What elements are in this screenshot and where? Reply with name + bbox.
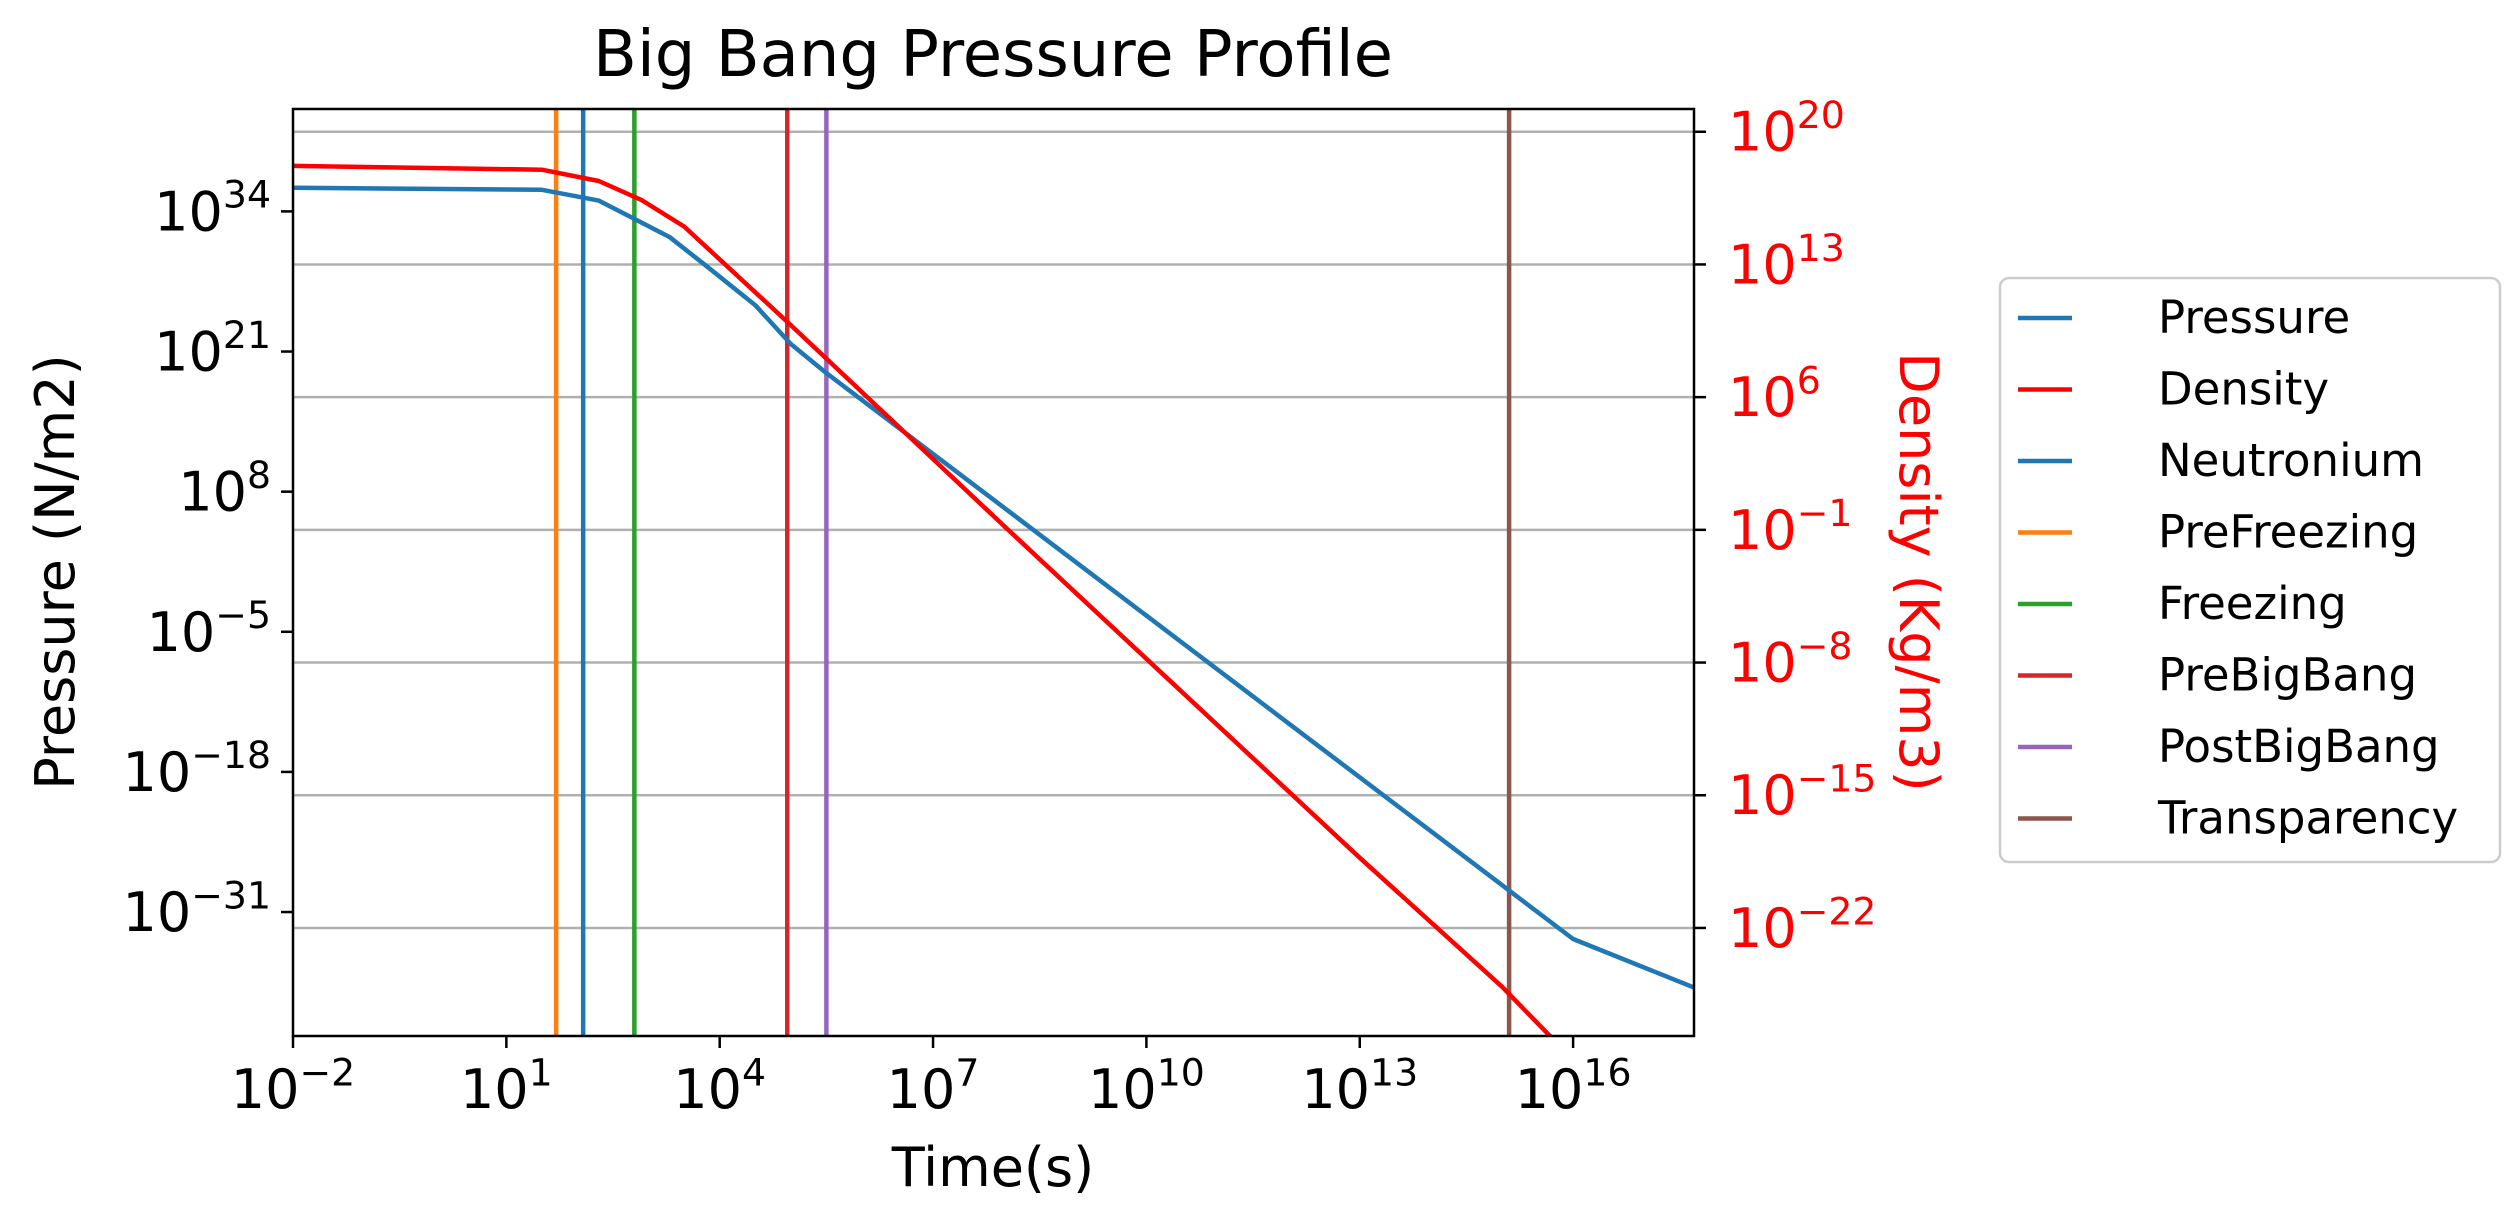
tick-label-exponent: −15 [1797,757,1877,801]
tick-label-exponent: 13 [1370,1050,1418,1094]
series-lines [293,163,1694,1036]
secondary-y-axis-label: Density (Kg/m3) [1887,352,1950,791]
tick-label-exponent: 20 [1797,93,1845,137]
x-tick-label: 107 [887,1050,980,1121]
y-tick-label: 10−5 [147,593,271,664]
tick-label-base: 10 [887,1058,956,1121]
x-tick-label: 104 [673,1050,766,1121]
legend-frame [1998,276,2502,864]
tick-label-exponent: −8 [1797,624,1853,668]
tick-label-exponent: −22 [1797,889,1877,933]
tick-label-exponent: 6 [1797,358,1821,402]
legend-label-freezing: Freezing [2158,577,2347,630]
event-markers [553,109,1512,1036]
y2-tick-label: 10−1 [1728,491,1852,562]
x-tick-label: 1010 [1088,1050,1205,1121]
legend-label-density: Density [2158,363,2329,416]
tick-label-base: 10 [1728,897,1797,960]
y2-tick-label: 10−22 [1728,889,1876,960]
legend-label-transparency: Transparency [2157,792,2458,845]
legend-label-neutronium: Neutronium [2158,434,2424,487]
tick-label-base: 10 [1728,499,1797,562]
y2-tick-label: 10−8 [1728,624,1852,695]
tick-label-exponent: −2 [300,1050,356,1094]
x-axis-ticks: 10−2 101 104 107 1010 1013 1016 [231,1036,1632,1121]
tick-label-base: 10 [123,741,192,804]
y-tick-label: 1021 [154,313,271,384]
legend-label-prefreezing: PreFreezing [2158,506,2418,559]
y-axis-label: Pressure (N/m2) [24,354,87,789]
tick-label-base: 10 [673,1058,742,1121]
y2-tick-label: 1013 [1728,226,1845,297]
legend-label-pressure: Pressure [2158,291,2350,344]
tick-label-exponent: 10 [1157,1050,1205,1094]
x-tick-label: 1013 [1301,1050,1418,1121]
x-axis-label: Time(s) [891,1136,1094,1199]
tick-label-base: 10 [1728,764,1797,827]
tick-label-base: 10 [1728,101,1797,164]
tick-label-exponent: −18 [191,733,271,777]
tick-label-base: 10 [1301,1058,1370,1121]
chart-title: Big Bang Pressure Profile [593,18,1393,92]
tick-label-exponent: 4 [742,1050,766,1094]
legend-label-postbigbang: PostBigBang [2158,720,2440,773]
tick-label-exponent: 1 [529,1050,553,1094]
plot-frame [291,107,1696,1038]
x-tick-label: 10−2 [231,1050,355,1121]
y-tick-label: 1034 [154,173,271,244]
tick-label-base: 10 [1088,1058,1157,1121]
legend-label-prebigbang: PreBigBang [2158,649,2417,702]
tick-label-base: 10 [1728,366,1797,429]
tick-label-base: 10 [178,461,247,524]
tick-label-base: 10 [154,180,223,243]
y2-tick-label: 1020 [1728,93,1845,164]
tick-label-base: 10 [123,881,192,944]
tick-label-exponent: 7 [955,1050,979,1094]
tick-label-exponent: 16 [1583,1050,1631,1094]
y2-tick-label: 106 [1728,358,1821,429]
tick-label-exponent: −1 [1797,491,1853,535]
y-tick-label: 10−31 [123,873,271,944]
tick-label-exponent: 8 [247,453,271,497]
x-tick-label: 1016 [1515,1050,1632,1121]
tick-label-base: 10 [1515,1058,1584,1121]
grid [293,130,1694,930]
y-tick-label: 10−18 [123,733,271,804]
tick-label-exponent: 13 [1797,226,1845,270]
legend: Pressure Density Neutronium PreFreezing Free… [1998,276,2502,864]
series-line-pressure [293,185,1694,990]
y-tick-label: 108 [178,453,271,524]
tick-label-exponent: −5 [215,593,271,637]
legend-items: Pressure Density Neutronium PreFreezing Free… [2018,291,2458,845]
y2-tick-label: 10−15 [1728,757,1876,828]
tick-label-base: 10 [231,1058,300,1121]
tick-label-base: 10 [147,601,216,664]
x-tick-label: 101 [460,1050,553,1121]
tick-label-exponent: −31 [191,873,271,917]
tick-label-exponent: 21 [223,313,271,357]
series-line-density [293,163,1554,1036]
tick-label-base: 10 [154,321,223,384]
tick-label-base: 10 [1728,233,1797,296]
tick-label-base: 10 [460,1058,529,1121]
tick-label-base: 10 [1728,632,1797,695]
tick-label-exponent: 34 [223,173,271,217]
